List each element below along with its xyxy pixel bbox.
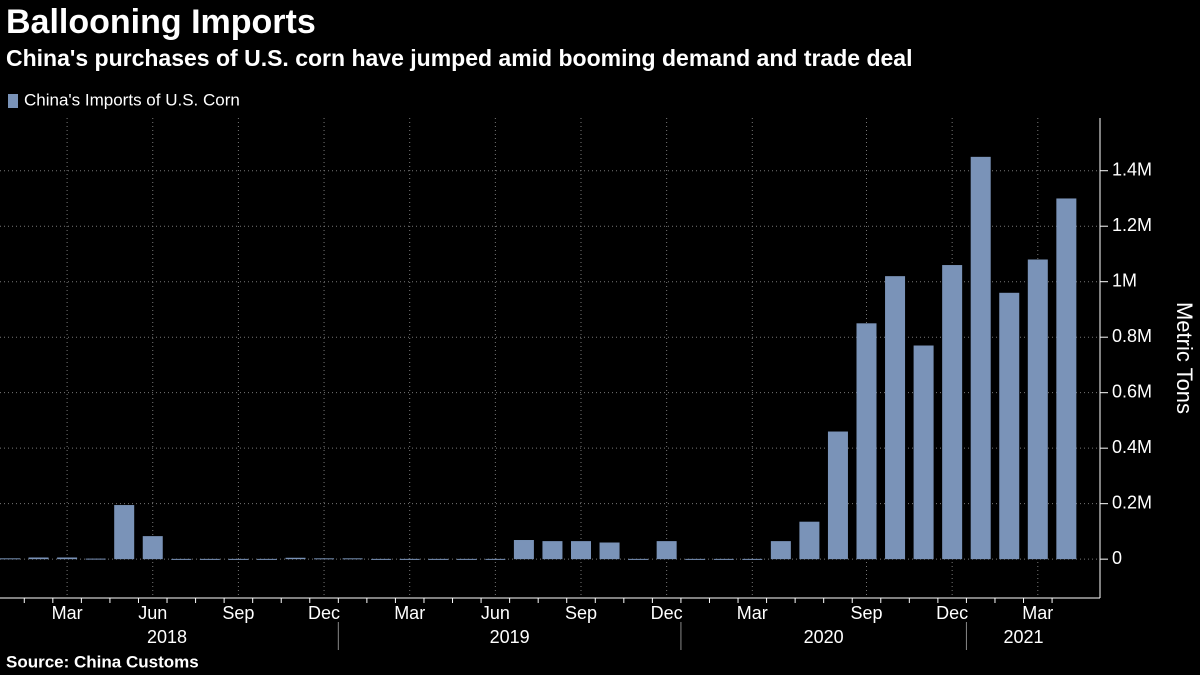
- bar: [656, 541, 677, 560]
- year-label: 2019: [490, 627, 530, 647]
- year-label: 2021: [1004, 627, 1044, 647]
- bar: [485, 558, 506, 560]
- bar: [171, 558, 192, 560]
- bar: [713, 558, 734, 560]
- bar: [742, 558, 763, 560]
- bar: [685, 558, 706, 560]
- source: Source: China Customs: [6, 652, 199, 671]
- bar: [142, 536, 163, 560]
- chart-title: Ballooning Imports: [6, 3, 316, 41]
- bar: [114, 505, 135, 560]
- year-label: 2018: [147, 627, 187, 647]
- x-tick-label: Mar: [394, 603, 425, 623]
- x-tick-label: Sep: [565, 603, 597, 623]
- bar: [827, 431, 848, 560]
- bar: [542, 541, 563, 560]
- x-tick-label: Mar: [1022, 603, 1053, 623]
- bar: [513, 540, 534, 560]
- y-tick-label: 1.2M: [1112, 215, 1152, 235]
- bar: [1027, 259, 1048, 560]
- bar: [885, 276, 906, 560]
- x-tick-label: Sep: [850, 603, 882, 623]
- year-label: 2020: [804, 627, 844, 647]
- bar: [228, 558, 249, 560]
- bar: [770, 541, 791, 560]
- bar: [0, 558, 20, 560]
- x-tick-label: Dec: [651, 603, 683, 623]
- bar: [456, 558, 477, 560]
- x-tick-label: Dec: [936, 603, 968, 623]
- bar: [628, 558, 649, 560]
- bar: [256, 558, 277, 560]
- y-axis-title: Metric Tons: [1172, 302, 1197, 414]
- bar: [970, 156, 991, 560]
- bar: [342, 558, 363, 560]
- x-tick-label: Dec: [308, 603, 340, 623]
- chart-subtitle: China's purchases of U.S. corn have jump…: [6, 45, 912, 71]
- y-tick-label: 0.6M: [1112, 381, 1152, 401]
- bar: [1056, 198, 1077, 560]
- y-tick-label: 0: [1112, 548, 1122, 568]
- bar: [913, 345, 934, 560]
- bar: [314, 558, 335, 560]
- y-tick-label: 1.4M: [1112, 159, 1152, 179]
- x-tick-label: Mar: [737, 603, 768, 623]
- bar: [856, 323, 877, 560]
- x-tick-label: Sep: [222, 603, 254, 623]
- x-tick-label: Jun: [481, 603, 510, 623]
- bar: [371, 558, 392, 560]
- bar: [942, 265, 963, 560]
- x-tick-label: Mar: [52, 603, 83, 623]
- bar: [799, 521, 820, 560]
- bar: [428, 558, 449, 560]
- y-tick-label: 0.4M: [1112, 437, 1152, 457]
- y-tick-label: 1M: [1112, 270, 1137, 290]
- bar: [999, 292, 1020, 560]
- x-tick-label: Jun: [138, 603, 167, 623]
- bar: [57, 557, 78, 560]
- legend-swatch: [8, 94, 18, 108]
- y-tick-label: 0.8M: [1112, 326, 1152, 346]
- y-tick-label: 0.2M: [1112, 492, 1152, 512]
- bar: [399, 558, 420, 560]
- bar: [28, 557, 49, 560]
- bar: [85, 558, 106, 560]
- bar: [285, 557, 306, 560]
- bar: [199, 558, 220, 560]
- legend-label: China's Imports of U.S. Corn: [24, 90, 240, 109]
- bar: [599, 542, 620, 560]
- bar: [571, 541, 591, 560]
